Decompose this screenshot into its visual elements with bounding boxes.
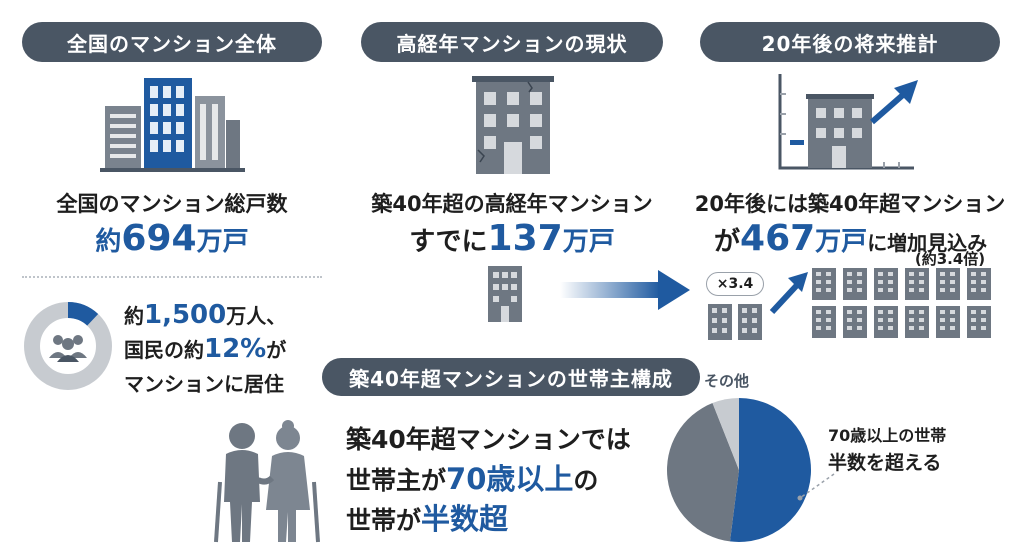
population-share-prefix: 国民の約 (124, 338, 204, 362)
small-buildings-pair-icon (708, 304, 762, 340)
section-pill-aging-condos: 高経年マンションの現状 (361, 22, 663, 62)
household-line-3-emph: 半数超 (421, 502, 509, 536)
household-line-2-suffix: の (573, 466, 599, 495)
population-suffix: 万人、 (226, 304, 287, 328)
future-units-caption: 20年後には築40年超マンション (694, 192, 1006, 216)
future-units-suffix: に増加見込み (867, 231, 988, 255)
population-line-3: マンションに居住 (124, 372, 284, 396)
household-pie-chart (667, 398, 811, 542)
aging-units-prefix: すでに (409, 227, 488, 257)
total-units-prefix: 約 (95, 227, 122, 257)
population-line-1: 約1,500万人、 (124, 300, 286, 330)
growth-arrow-icon (560, 270, 690, 310)
pie-slice-other (712, 398, 739, 470)
section-pill-household-composition: 築40年超マンションの世帯主構成 (322, 358, 700, 396)
increase-arrow-icon (769, 272, 808, 315)
population-number: 1,500 (144, 300, 227, 330)
total-units-caption: 全国のマンション総戸数 (56, 192, 288, 216)
total-units-value: 約694万戸 (22, 218, 322, 259)
population-share-arc (24, 302, 112, 390)
total-units-unit: 万戸 (196, 227, 249, 257)
pie-label-other: その他 (704, 372, 750, 390)
divider (22, 276, 322, 278)
future-units-value: が467万戸に増加見込み (700, 218, 1000, 259)
future-units-prefix: が (714, 227, 741, 257)
future-multiplier-note: (約3.4倍) (914, 250, 986, 268)
population-line-2: 国民の約12%が (124, 334, 286, 364)
many-buildings-icon (812, 268, 991, 338)
aging-units-caption: 築40年超の高経年マンション (371, 192, 653, 216)
future-units-unit: 万戸 (815, 227, 868, 257)
future-units-number: 467 (740, 218, 816, 259)
household-line-2: 世帯主が70歳以上の (346, 456, 598, 498)
population-donut-chart (24, 302, 112, 390)
building-growth-chart-icon (778, 74, 918, 170)
aging-units-value: すでに137万戸 (350, 218, 674, 259)
pie-slice-under-70 (667, 403, 739, 542)
total-units-number: 694 (121, 218, 197, 259)
office-buildings-icon (100, 78, 245, 172)
aging-units-unit: 万戸 (562, 227, 615, 257)
aging-units-number: 137 (487, 218, 563, 259)
small-building-icon (488, 266, 522, 322)
household-line-3-prefix: 世帯が (346, 506, 422, 535)
pie-callout-leader (797, 473, 835, 501)
household-line-1: 築40年超マンションでは (346, 425, 631, 454)
household-line-3: 世帯が半数超 (346, 496, 508, 538)
population-share-suffix: が (266, 338, 287, 362)
population-share-number: 12% (204, 334, 267, 364)
old-building-icon (472, 76, 554, 174)
pie-callout-line-2: 半数を超える (828, 452, 942, 474)
household-line-2-emph: 70歳以上 (446, 462, 574, 496)
people-group-icon (49, 335, 87, 362)
multiplier-badge: ×3.4 (706, 272, 764, 296)
pie-slice-70plus (729, 398, 811, 542)
population-prefix: 約 (124, 304, 144, 328)
section-pill-all-condos: 全国のマンション全体 (22, 22, 322, 62)
pie-callout-line-1: 70歳以上の世帯 (828, 426, 947, 445)
section-pill-future-estimate: 20年後の将来推計 (700, 22, 1000, 62)
elderly-couple-icon (214, 420, 320, 543)
household-line-2-prefix: 世帯主が (346, 466, 447, 495)
